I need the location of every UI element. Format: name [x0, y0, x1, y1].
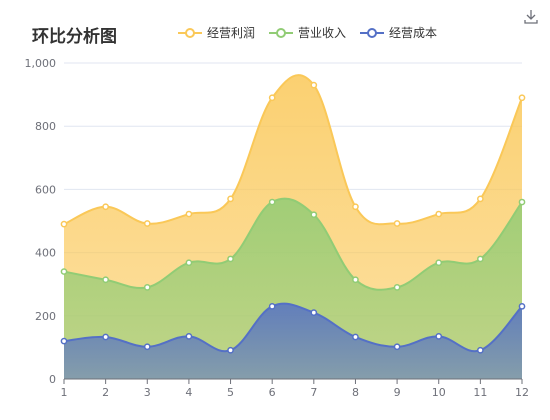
x-tick-label: 4: [185, 386, 192, 399]
y-tick-label: 200: [35, 310, 56, 323]
data-point[interactable]: [60, 220, 68, 228]
data-point[interactable]: [352, 276, 359, 284]
data-point[interactable]: [60, 337, 68, 345]
x-tick-label: 5: [227, 386, 234, 399]
legend-swatch: [360, 27, 385, 38]
data-point[interactable]: [477, 195, 484, 203]
legend-item-2[interactable]: 营业收入: [269, 24, 346, 41]
data-point[interactable]: [227, 346, 234, 354]
x-tick-label: 8: [352, 386, 359, 399]
data-point[interactable]: [477, 255, 484, 263]
data-point[interactable]: [518, 198, 526, 206]
y-tick-label: 1,000: [25, 57, 57, 70]
legend-label: 经营成本: [389, 26, 438, 40]
legend-label: 经营利润: [207, 26, 256, 40]
data-point[interactable]: [352, 203, 359, 211]
data-point[interactable]: [310, 81, 318, 89]
data-point[interactable]: [102, 276, 109, 284]
x-tick-label: 11: [473, 386, 487, 399]
data-point[interactable]: [435, 210, 443, 218]
legend-label: 营业收入: [298, 26, 347, 40]
data-point[interactable]: [227, 255, 234, 263]
data-point[interactable]: [352, 333, 359, 341]
data-point[interactable]: [143, 343, 151, 351]
area-2: [64, 198, 522, 379]
data-point[interactable]: [477, 346, 484, 354]
data-point[interactable]: [102, 203, 109, 211]
data-point[interactable]: [310, 211, 318, 219]
data-point[interactable]: [393, 343, 401, 351]
data-point[interactable]: [268, 94, 276, 102]
data-point[interactable]: [60, 268, 68, 275]
x-tick-label: 2: [102, 386, 109, 399]
data-point[interactable]: [185, 332, 193, 340]
y-tick-label: 0: [49, 373, 56, 386]
data-point[interactable]: [435, 332, 443, 340]
data-point[interactable]: [518, 94, 526, 102]
data-point[interactable]: [185, 210, 193, 218]
data-point[interactable]: [227, 195, 234, 203]
data-point[interactable]: [393, 220, 401, 227]
area-3: [64, 303, 522, 379]
x-tick-label: 6: [269, 386, 276, 399]
y-tick-label: 400: [35, 247, 56, 260]
data-point[interactable]: [143, 220, 151, 227]
x-tick-label: 3: [144, 386, 151, 399]
legend-swatch: [269, 27, 294, 38]
data-point[interactable]: [310, 309, 318, 316]
legend-item-3[interactable]: 经营成本: [360, 24, 437, 41]
data-point[interactable]: [393, 284, 401, 291]
x-tick-label: 9: [394, 386, 401, 399]
x-tick-label: 1: [61, 386, 68, 399]
x-tick-label: 7: [310, 386, 317, 399]
legend: 经营利润 营业收入 经营成本: [178, 24, 437, 41]
legend-item-1[interactable]: 经营利润: [178, 24, 255, 41]
data-point[interactable]: [143, 284, 151, 291]
data-point[interactable]: [268, 198, 276, 206]
download-icon[interactable]: [522, 8, 540, 26]
data-point[interactable]: [518, 302, 526, 310]
legend-swatch: [178, 27, 202, 38]
data-point[interactable]: [268, 302, 276, 310]
y-tick-label: 600: [35, 183, 56, 196]
x-tick-label: 12: [515, 386, 529, 399]
data-point[interactable]: [185, 259, 193, 267]
data-point[interactable]: [435, 259, 443, 267]
chart-title: 环比分析图: [32, 27, 117, 47]
data-point[interactable]: [102, 333, 109, 341]
x-tick-label: 10: [432, 386, 446, 399]
y-tick-label: 800: [35, 120, 56, 133]
